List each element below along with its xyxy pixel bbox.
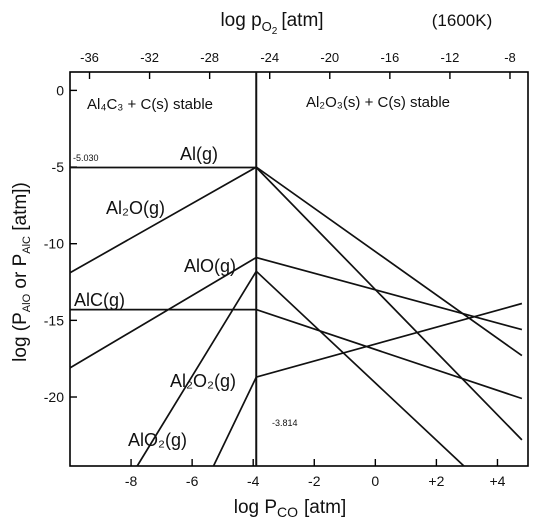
x2-axis-ticks: -36 -32 -28 -24 -20 -16 -12 -8 [80, 50, 516, 79]
x2-tick-label: -28 [200, 50, 219, 65]
series-label-al2o: Al₂O(g) [106, 198, 165, 218]
x-tick-label: -4 [247, 473, 260, 489]
region-label-al2o3: Al₂O₃(s) + C(s) stable [306, 94, 450, 111]
series-label-al2o2: Al₂O₂(g) [170, 371, 236, 391]
y-tick-label: -10 [44, 236, 64, 252]
series-label-alo: AlO(g) [184, 256, 236, 276]
x2-tick-label: -24 [260, 50, 279, 65]
x-tick-label: -8 [125, 473, 138, 489]
series-label-alo2: AlO₂(g) [128, 430, 187, 450]
x-axis-title: log PCO [atm] [234, 497, 347, 517]
x-tick-label: +2 [428, 473, 444, 489]
plot-frame [69, 71, 529, 467]
series-label-alc: AlC(g) [74, 290, 125, 310]
y-tick-label: -5 [52, 159, 65, 175]
y-tick-label: -15 [44, 312, 64, 328]
y-axis-title: log (PAlO or PAlC [atm]) [10, 182, 33, 362]
x2-tick-label: -16 [380, 50, 399, 65]
annotation-al-level: -5.030 [73, 153, 99, 163]
x-tick-label: -6 [186, 473, 199, 489]
y-tick-label: -20 [44, 389, 64, 405]
x2-axis-title: log pO2[atm] [220, 10, 323, 37]
x-axis-ticks: -8 -6 -4 -2 0 +2 +4 [125, 459, 506, 489]
x-tick-label: -2 [308, 473, 321, 489]
series-line-2 [69, 256, 523, 369]
region-label-al4c3: Al₄C₃ + C(s) stable [87, 96, 213, 113]
x-tick-label: +4 [489, 473, 505, 489]
annotation-pco-divider: -3.814 [272, 418, 298, 428]
x2-tick-label: -12 [441, 50, 460, 65]
x2-tick-label: -20 [320, 50, 339, 65]
x-tick-label: 0 [371, 473, 379, 489]
temperature-label: (1600K) [432, 11, 492, 30]
series-label-al: Al(g) [180, 144, 218, 164]
series-line-5 [212, 302, 523, 467]
x2-tick-label: -36 [80, 50, 99, 65]
x2-tick-label: -8 [504, 50, 516, 65]
y-tick-label: 0 [56, 82, 64, 98]
y-axis-ticks: 0 -5 -10 -15 -20 [44, 82, 77, 405]
x2-tick-label: -32 [140, 50, 159, 65]
